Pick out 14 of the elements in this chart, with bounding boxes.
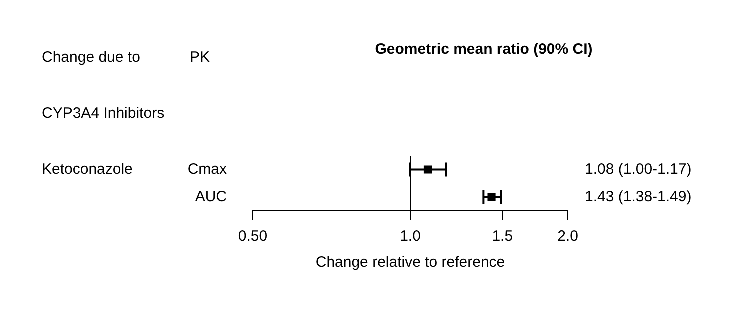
data-label: 1.43 (1.38-1.49): [585, 188, 692, 206]
text: PK: [190, 49, 210, 67]
text: CYP3A4 Inhibitors: [42, 105, 165, 123]
data-label: 1.08 (1.00-1.17): [585, 160, 692, 178]
x-tick-label: 2.0: [558, 228, 578, 246]
x-tick-label: 1.5: [492, 228, 514, 246]
x-axis-title: Change relative to reference: [316, 254, 506, 272]
text: Ketoconazole: [42, 161, 133, 179]
x-tick-label: 0.50: [238, 228, 268, 246]
y-tick-label: AUC: [195, 188, 228, 206]
chart-title: Geometric mean ratio (90% CI): [375, 41, 593, 59]
x-tick-label: 1.0: [400, 228, 421, 246]
text: Change due to: [42, 49, 140, 67]
y-tick-label: Cmax: [188, 160, 228, 178]
